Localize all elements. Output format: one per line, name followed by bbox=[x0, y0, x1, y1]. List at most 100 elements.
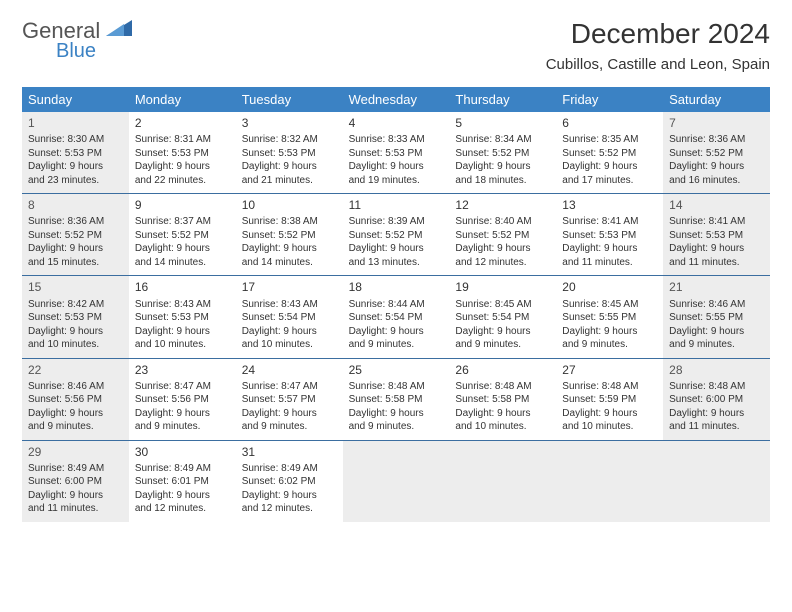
day-number: 16 bbox=[135, 279, 230, 295]
daylight-text: Daylight: 9 hours bbox=[28, 489, 123, 503]
calendar-cell: 14Sunrise: 8:41 AMSunset: 5:53 PMDayligh… bbox=[663, 194, 770, 275]
daylight-text-2: and 19 minutes. bbox=[349, 174, 444, 188]
calendar-cell: 9Sunrise: 8:37 AMSunset: 5:52 PMDaylight… bbox=[129, 194, 236, 275]
sunrise-text: Sunrise: 8:38 AM bbox=[242, 215, 337, 229]
sunset-text: Sunset: 5:52 PM bbox=[562, 147, 657, 161]
calendar-cell: 11Sunrise: 8:39 AMSunset: 5:52 PMDayligh… bbox=[343, 194, 450, 275]
sunrise-text: Sunrise: 8:43 AM bbox=[135, 298, 230, 312]
title-block: December 2024 Cubillos, Castille and Leo… bbox=[546, 18, 770, 73]
daylight-text-2: and 12 minutes. bbox=[135, 502, 230, 516]
calendar-cell: 3Sunrise: 8:32 AMSunset: 5:53 PMDaylight… bbox=[236, 112, 343, 193]
daylight-text-2: and 9 minutes. bbox=[242, 420, 337, 434]
sunset-text: Sunset: 5:52 PM bbox=[349, 229, 444, 243]
day-header: Sunday bbox=[22, 87, 129, 112]
sunset-text: Sunset: 5:54 PM bbox=[349, 311, 444, 325]
daylight-text-2: and 11 minutes. bbox=[669, 256, 764, 270]
logo-triangle-icon bbox=[106, 18, 132, 44]
daylight-text-2: and 10 minutes. bbox=[242, 338, 337, 352]
sunrise-text: Sunrise: 8:45 AM bbox=[455, 298, 550, 312]
calendar-cell: 27Sunrise: 8:48 AMSunset: 5:59 PMDayligh… bbox=[556, 359, 663, 440]
daylight-text-2: and 18 minutes. bbox=[455, 174, 550, 188]
daylight-text: Daylight: 9 hours bbox=[669, 325, 764, 339]
month-title: December 2024 bbox=[546, 18, 770, 50]
calendar-cell: 8 Sunrise: 8:36 AMSunset: 5:52 PMDaylight… bbox=[22, 194, 129, 275]
sunrise-text: Sunrise: 8:36 AM bbox=[669, 133, 764, 147]
sunrise-text: Sunrise: 8:48 AM bbox=[455, 380, 550, 394]
calendar-cell-empty bbox=[663, 441, 770, 522]
day-number: 21 bbox=[669, 279, 764, 295]
daylight-text: Daylight: 9 hours bbox=[28, 325, 123, 339]
daylight-text-2: and 23 minutes. bbox=[28, 174, 123, 188]
day-header: Wednesday bbox=[343, 87, 450, 112]
daylight-text: Daylight: 9 hours bbox=[135, 325, 230, 339]
day-header: Tuesday bbox=[236, 87, 343, 112]
sunrise-text: Sunrise: 8:36 AM bbox=[28, 215, 123, 229]
daylight-text-2: and 12 minutes. bbox=[455, 256, 550, 270]
calendar-cell: 7Sunrise: 8:36 AMSunset: 5:52 PMDaylight… bbox=[663, 112, 770, 193]
sunset-text: Sunset: 5:52 PM bbox=[28, 229, 123, 243]
daylight-text-2: and 11 minutes. bbox=[562, 256, 657, 270]
sunset-text: Sunset: 5:55 PM bbox=[562, 311, 657, 325]
calendar-cell: 23Sunrise: 8:47 AMSunset: 5:56 PMDayligh… bbox=[129, 359, 236, 440]
sunset-text: Sunset: 5:52 PM bbox=[135, 229, 230, 243]
calendar-cell: 18Sunrise: 8:44 AMSunset: 5:54 PMDayligh… bbox=[343, 276, 450, 357]
header: General Blue December 2024 Cubillos, Cas… bbox=[22, 18, 770, 73]
daylight-text: Daylight: 9 hours bbox=[669, 160, 764, 174]
calendar-cell: 21Sunrise: 8:46 AMSunset: 5:55 PMDayligh… bbox=[663, 276, 770, 357]
daylight-text: Daylight: 9 hours bbox=[669, 242, 764, 256]
day-number: 26 bbox=[455, 362, 550, 378]
sunrise-text: Sunrise: 8:46 AM bbox=[28, 380, 123, 394]
sunset-text: Sunset: 5:58 PM bbox=[349, 393, 444, 407]
calendar-cell: 16 Sunrise: 8:43 AMSunset: 5:53 PMDayligh… bbox=[129, 276, 236, 357]
sunset-text: Sunset: 5:53 PM bbox=[135, 311, 230, 325]
daylight-text: Daylight: 9 hours bbox=[135, 407, 230, 421]
calendar-week: 29Sunrise: 8:49 AMSunset: 6:00 PMDayligh… bbox=[22, 441, 770, 522]
sunrise-text: Sunrise: 8:30 AM bbox=[28, 133, 123, 147]
daylight-text: Daylight: 9 hours bbox=[28, 242, 123, 256]
sunset-text: Sunset: 5:53 PM bbox=[28, 311, 123, 325]
sunset-text: Sunset: 5:56 PM bbox=[28, 393, 123, 407]
sunrise-text: Sunrise: 8:41 AM bbox=[562, 215, 657, 229]
sunset-text: Sunset: 6:00 PM bbox=[669, 393, 764, 407]
sunrise-text: Sunrise: 8:37 AM bbox=[135, 215, 230, 229]
daylight-text: Daylight: 9 hours bbox=[455, 160, 550, 174]
daylight-text-2: and 9 minutes. bbox=[349, 420, 444, 434]
daylight-text-2: and 9 minutes. bbox=[455, 338, 550, 352]
calendar-cell: 22Sunrise: 8:46 AMSunset: 5:56 PMDayligh… bbox=[22, 359, 129, 440]
daylight-text-2: and 13 minutes. bbox=[349, 256, 444, 270]
sunset-text: Sunset: 5:59 PM bbox=[562, 393, 657, 407]
calendar-cell: 30Sunrise: 8:49 AMSunset: 6:01 PMDayligh… bbox=[129, 441, 236, 522]
calendar-cell: 20Sunrise: 8:45 AMSunset: 5:55 PMDayligh… bbox=[556, 276, 663, 357]
day-number: 10 bbox=[242, 197, 337, 213]
daylight-text: Daylight: 9 hours bbox=[562, 160, 657, 174]
day-number: 5 bbox=[455, 115, 550, 131]
calendar-cell-empty bbox=[343, 441, 450, 522]
calendar-cell: 4Sunrise: 8:33 AMSunset: 5:53 PMDaylight… bbox=[343, 112, 450, 193]
daylight-text-2: and 10 minutes. bbox=[562, 420, 657, 434]
day-number: 8 bbox=[28, 197, 123, 213]
daylight-text: Daylight: 9 hours bbox=[242, 489, 337, 503]
day-number: 18 bbox=[349, 279, 444, 295]
calendar-cell: 31Sunrise: 8:49 AMSunset: 6:02 PMDayligh… bbox=[236, 441, 343, 522]
daylight-text-2: and 9 minutes. bbox=[28, 420, 123, 434]
logo: General Blue bbox=[22, 18, 132, 44]
sunrise-text: Sunrise: 8:46 AM bbox=[669, 298, 764, 312]
sunrise-text: Sunrise: 8:48 AM bbox=[562, 380, 657, 394]
sunset-text: Sunset: 5:57 PM bbox=[242, 393, 337, 407]
calendar-week: 1Sunrise: 8:30 AMSunset: 5:53 PMDaylight… bbox=[22, 112, 770, 194]
daylight-text: Daylight: 9 hours bbox=[135, 160, 230, 174]
daylight-text-2: and 11 minutes. bbox=[28, 502, 123, 516]
day-header: Monday bbox=[129, 87, 236, 112]
daylight-text-2: and 22 minutes. bbox=[135, 174, 230, 188]
sunrise-text: Sunrise: 8:49 AM bbox=[242, 462, 337, 476]
calendar-cell: 10Sunrise: 8:38 AMSunset: 5:52 PMDayligh… bbox=[236, 194, 343, 275]
sunrise-text: Sunrise: 8:31 AM bbox=[135, 133, 230, 147]
calendar-week: 8Sunrise: 8:36 AMSunset: 5:52 PMDaylight… bbox=[22, 194, 770, 276]
sunrise-text: Sunrise: 8:34 AM bbox=[455, 133, 550, 147]
day-number: 4 bbox=[349, 115, 444, 131]
calendar-cell: 5Sunrise: 8:34 AMSunset: 5:52 PMDaylight… bbox=[449, 112, 556, 193]
daylight-text-2: and 12 minutes. bbox=[242, 502, 337, 516]
day-number: 19 bbox=[455, 279, 550, 295]
sunset-text: Sunset: 5:56 PM bbox=[135, 393, 230, 407]
day-number: 24 bbox=[242, 362, 337, 378]
